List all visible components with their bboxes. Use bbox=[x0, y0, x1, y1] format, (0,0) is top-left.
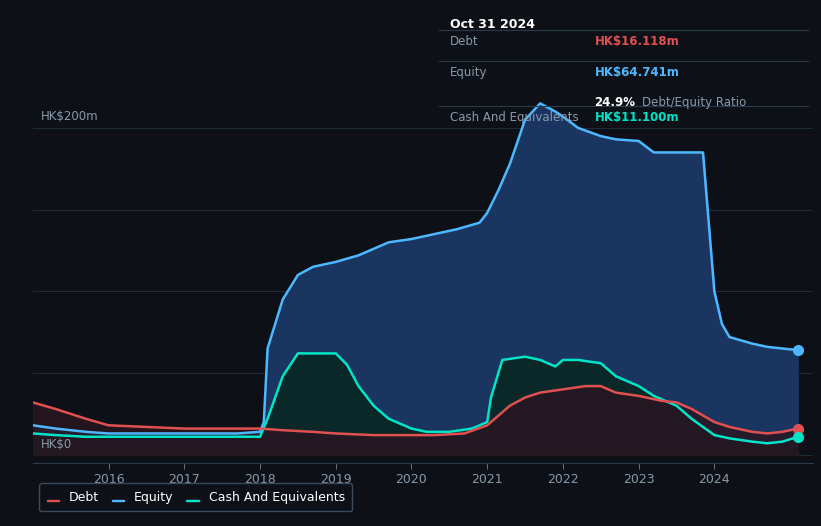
Text: Debt/Equity Ratio: Debt/Equity Ratio bbox=[643, 96, 746, 109]
Text: Cash And Equivalents: Cash And Equivalents bbox=[451, 111, 579, 124]
Text: HK$0: HK$0 bbox=[40, 439, 71, 451]
Legend: Debt, Equity, Cash And Equivalents: Debt, Equity, Cash And Equivalents bbox=[39, 483, 352, 511]
Text: HK$64.741m: HK$64.741m bbox=[594, 66, 679, 79]
Text: HK$11.100m: HK$11.100m bbox=[594, 111, 679, 124]
Text: 24.9%: 24.9% bbox=[594, 96, 635, 109]
Text: HK$200m: HK$200m bbox=[40, 110, 98, 123]
Text: HK$16.118m: HK$16.118m bbox=[594, 35, 679, 48]
Text: Equity: Equity bbox=[451, 66, 488, 79]
Text: Oct 31 2024: Oct 31 2024 bbox=[451, 18, 535, 31]
Text: Debt: Debt bbox=[451, 35, 479, 48]
